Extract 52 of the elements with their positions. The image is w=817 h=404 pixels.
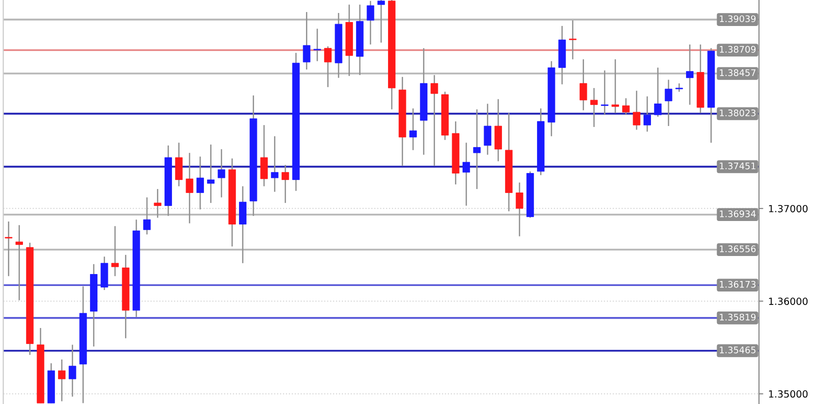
candlestick — [4, 220, 12, 277]
candlestick — [16, 224, 23, 301]
candlestick — [569, 20, 576, 60]
candlestick — [580, 58, 588, 111]
candlestick — [282, 164, 290, 204]
candlestick — [186, 152, 194, 224]
ref-line-label: 1.36934 — [720, 210, 756, 218]
candlestick — [612, 58, 620, 114]
candlestick — [462, 142, 470, 206]
candlestick — [175, 142, 183, 187]
candlestick — [111, 225, 119, 277]
candlestick — [484, 103, 492, 156]
y-tick-label: 1.37000 — [769, 204, 808, 212]
candlestick — [590, 87, 598, 128]
ref-line-label: 1.39039 — [720, 15, 756, 22]
candlestick — [409, 108, 417, 151]
candlestick — [644, 96, 651, 132]
ref-line-label: 1.36173 — [720, 280, 756, 288]
candlestick — [377, 0, 385, 44]
candlestick — [302, 11, 310, 70]
candlestick — [622, 98, 630, 116]
candlestick — [600, 70, 608, 116]
candlestick — [664, 79, 672, 127]
candlestick — [207, 144, 215, 204]
ref-line-label: 1.37451 — [720, 162, 756, 170]
candlestick — [686, 44, 694, 106]
candlestick — [516, 182, 524, 237]
candlestick — [270, 136, 278, 192]
candlestick — [632, 90, 640, 130]
ref-line-label: 1.38709 — [720, 46, 756, 53]
candlestick — [143, 196, 151, 236]
candlestick — [473, 108, 481, 190]
y-tick-label: 1.36000 — [769, 298, 808, 305]
ref-line-label: 1.35819 — [720, 314, 756, 321]
candlestick — [196, 156, 204, 210]
ref-line-label: 1.38023 — [720, 109, 756, 116]
candlestick — [218, 148, 226, 198]
candlestick — [58, 358, 66, 402]
candlestick — [366, 0, 374, 46]
candlestick — [260, 124, 268, 187]
candlestick — [324, 46, 332, 88]
candlestick — [494, 98, 502, 162]
candlestick — [68, 344, 76, 398]
ref-line-label: 1.36556 — [720, 245, 756, 252]
ref-line-label: 1.35465 — [720, 346, 756, 354]
ref-line-label: 1.38457 — [720, 69, 756, 76]
candlestick — [154, 188, 162, 218]
candlestick — [239, 186, 246, 264]
candlestick — [654, 67, 662, 118]
candlestick — [430, 74, 438, 166]
candlestick — [314, 28, 321, 62]
y-tick-label: 1.35000 — [769, 390, 808, 398]
